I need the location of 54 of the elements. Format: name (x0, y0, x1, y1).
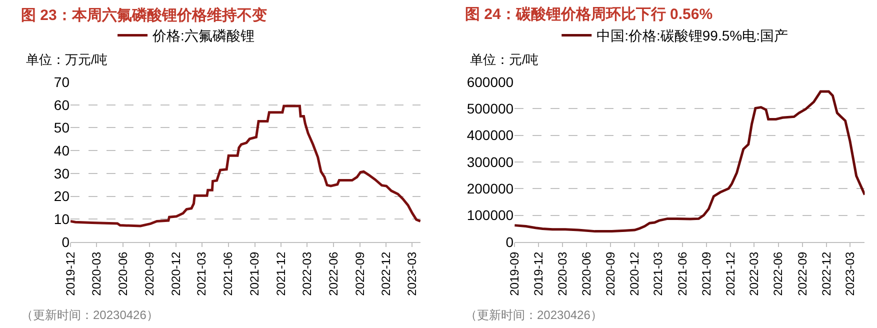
line-series (70, 104, 421, 228)
x-tick-label: 2020-03 (555, 251, 570, 296)
text: （更新时间：20230426） (465, 308, 602, 322)
text: （更新时间：20230426） (21, 308, 158, 322)
legend-label: 中国:价格:碳酸锂99.5%电:国产 (596, 28, 788, 44)
y-tick-label: 0 (62, 234, 70, 250)
x-tick-label: 2022-03 (300, 251, 314, 296)
y-tick-label: 100000 (466, 207, 514, 224)
y-tick-label: 70 (54, 74, 70, 90)
y-axis-title: 单位：万元/吨 (26, 52, 108, 67)
x-tick-label: 2021-12 (274, 251, 288, 296)
chart-title: 图 24：碳酸锂价格周环比下行 0.56% (465, 6, 713, 23)
x-tick-label: 2021-03 (194, 251, 209, 296)
y-tick-label: 30 (54, 165, 70, 182)
y-tick-label: 10 (54, 211, 70, 228)
x-tick-label: 2020-12 (168, 251, 183, 296)
x-tick-label: 2022-06 (326, 251, 340, 296)
y-tick-label: 500000 (466, 100, 514, 117)
y-tick-label: 20 (54, 188, 70, 204)
x-tick-label: 2019-12 (531, 251, 546, 296)
x-tick-label: 2022-12 (379, 251, 393, 296)
x-tick-label: 2020-12 (628, 251, 642, 296)
x-tick-label: 2020-06 (116, 251, 130, 296)
x-tick-label: 2021-09 (700, 251, 714, 296)
x-tick-label: 2021-09 (248, 251, 262, 296)
x-tick-label: 2021-06 (675, 251, 690, 296)
y-axis-title: 单位：元/吨 (470, 52, 539, 67)
x-tick-label: 2020-09 (604, 251, 618, 296)
x-tick-label: 2021-06 (221, 251, 236, 296)
chart-title: 图 23：本周六氟磷酸锂价格维持不变 (21, 6, 267, 24)
y-tick-label: 600000 (466, 74, 514, 90)
y-tick-label: 0 (506, 234, 514, 250)
x-tick-label: 2022-03 (747, 251, 762, 296)
y-tick-label: 400000 (466, 127, 514, 144)
x-tick-label: 2021-03 (651, 251, 666, 296)
x-tick-label: 2021-12 (723, 251, 738, 296)
x-tick-label: 2022-09 (795, 251, 810, 296)
x-tick-label: 2023-03 (842, 251, 857, 296)
y-tick-label: 60 (54, 96, 70, 113)
y-tick-label: 300000 (466, 154, 514, 170)
legend-label: 价格:六氟磷酸锂 (152, 28, 254, 44)
y-tick-label: 50 (54, 120, 70, 136)
x-tick-label: 2020-09 (142, 251, 157, 296)
x-tick-label: 2022-06 (771, 251, 786, 296)
x-tick-label: 2020-06 (579, 251, 594, 296)
x-tick-label: 2023-03 (404, 251, 419, 296)
x-tick-label: 2019-09 (507, 251, 522, 296)
x-tick-label: 2022-12 (819, 251, 834, 296)
x-tick-label: 2022-09 (352, 251, 367, 296)
x-tick-label: 2019-12 (63, 251, 78, 296)
x-tick-label: 2020-03 (90, 251, 104, 296)
y-tick-label: 40 (54, 142, 70, 158)
line-series (514, 90, 865, 233)
y-tick-label: 200000 (466, 180, 514, 197)
